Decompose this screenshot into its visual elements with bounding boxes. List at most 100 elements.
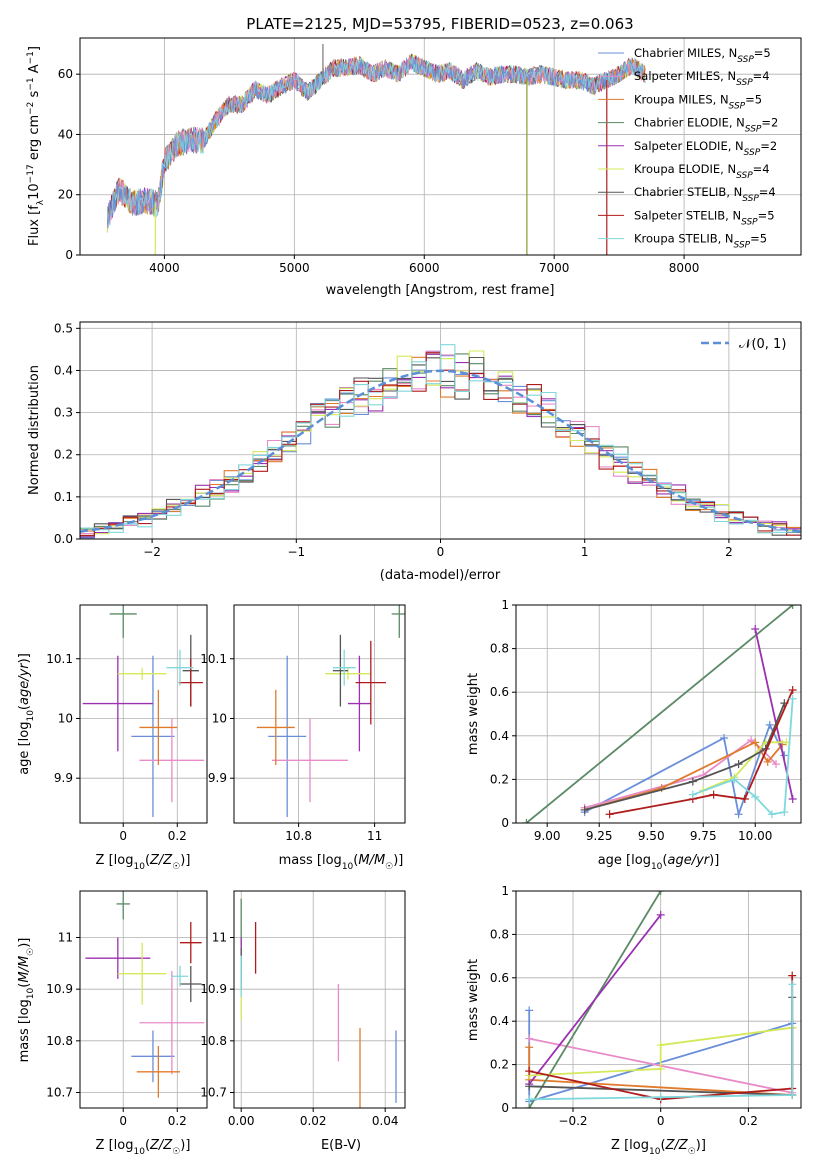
plot-area — [82, 605, 205, 818]
legend: 𝒩(0, 1) — [701, 337, 786, 352]
weight-marker — [734, 810, 743, 819]
weight-line — [702, 741, 787, 792]
y-tick-label: 10.9 — [200, 982, 227, 996]
weight-line — [692, 698, 794, 816]
y-tick-label: 0 — [501, 816, 509, 830]
x-tick-label: 2 — [725, 545, 733, 559]
grid — [234, 605, 405, 823]
y-tick-label: 9.9 — [54, 771, 73, 785]
x-tick-label: 0 — [119, 829, 127, 843]
legend-entry: 𝒩(0, 1) — [739, 337, 786, 352]
x-tick-label: 0.2 — [168, 1114, 187, 1128]
y-tick-label: 10.7 — [200, 1086, 227, 1100]
x-tick-label: 0 — [657, 1114, 665, 1128]
legend-entry: Salpeter MILES, NSSP=4 — [634, 69, 770, 88]
x-tick-label: 10.8 — [285, 829, 312, 843]
y-tick-label: 0.2 — [490, 772, 509, 786]
weight-marker — [720, 733, 729, 742]
x-tick-label: 7000 — [539, 261, 570, 275]
weight-marker — [788, 1090, 797, 1099]
weight-marker — [580, 805, 589, 814]
legend-entry: Kroupa MILES, NSSP=5 — [634, 92, 762, 111]
weight-marker — [780, 808, 789, 817]
y-tick-label: 10.1 — [46, 652, 73, 666]
x-tick-label: 11 — [367, 829, 382, 843]
x-axis-label: mass [log10(M/M☉)] — [279, 853, 404, 872]
weight-marker — [656, 1093, 665, 1102]
weight-marker — [688, 790, 697, 799]
y-tick-label: 0.8 — [490, 927, 509, 941]
y-tick-label: 0.2 — [490, 1058, 509, 1072]
y-tick-label: 0.8 — [490, 642, 509, 656]
spectrum-line — [106, 55, 646, 228]
weight-marker — [740, 795, 749, 804]
weight-marker — [525, 1082, 534, 1091]
weight-marker — [734, 760, 743, 769]
y-tick-label: 10 — [212, 711, 227, 725]
y-tick-label: 10.9 — [46, 982, 73, 996]
weight-marker — [751, 792, 760, 801]
y-tick-label: 0.0 — [54, 532, 73, 546]
weight-marker — [525, 1006, 534, 1015]
plot-area — [525, 891, 797, 1108]
y-tick-label: 0.6 — [490, 685, 509, 699]
x-tick-label: 0.02 — [300, 1114, 327, 1128]
weight-line — [528, 914, 662, 1085]
y-tick-label: 0.3 — [54, 406, 73, 420]
x-axis-label: Z [log10(Z/Z☉)] — [96, 853, 191, 872]
weight-marker — [656, 1064, 665, 1073]
y-axis-label: age [log10(age/yr)] — [17, 653, 36, 775]
y-axis-label: mass weight — [466, 959, 481, 1041]
x-tick-label: 9.50 — [638, 829, 665, 843]
plot-mass-vs-Z: 0 0.2 10.7 10.8 10.9 11 — [46, 890, 208, 1128]
y-axis-label: Normed distribution — [27, 365, 42, 495]
axes-frame — [233, 890, 406, 1109]
weight-marker — [765, 720, 774, 729]
legend-entry: Salpeter ELODIE, NSSP=2 — [634, 139, 777, 158]
chart-title: PLATE=2125, MJD=53795, FIBERID=0523, z=0… — [246, 15, 633, 33]
plot-area — [522, 605, 797, 823]
weight-line — [754, 628, 794, 800]
plot-spectrum: 4000 5000 6000 7000 8000 0 20 40 60 — [58, 37, 802, 275]
y-tick-label: 10.8 — [200, 1034, 227, 1048]
legend: Chabrier MILES, NSSP=5 Salpeter MILES, NS… — [598, 46, 778, 251]
plot-area — [85, 891, 205, 1098]
y-tick-label: 1 — [501, 884, 509, 898]
x-tick-label: 4000 — [149, 261, 180, 275]
weight-marker — [525, 1034, 534, 1043]
plot-age-vs-mass: 10.8 11 9.9 10 10.1 — [200, 604, 406, 843]
y-tick-label: 11 — [212, 931, 227, 945]
y-tick-label: 0.5 — [54, 321, 73, 335]
x-tick-label: −0.2 — [558, 1114, 587, 1128]
axes-frame — [515, 604, 802, 824]
weight-marker — [656, 910, 665, 919]
y-tick-label: 0.1 — [54, 490, 73, 504]
x-tick-label: −2 — [143, 545, 161, 559]
legend-entry: Chabrier ELODIE, NSSP=2 — [634, 116, 778, 135]
weight-marker — [656, 1041, 665, 1050]
y-tick-label: 40 — [58, 127, 73, 141]
plot-area — [80, 344, 801, 539]
x-tick-label: 5000 — [279, 261, 310, 275]
plot-area — [106, 44, 646, 255]
x-tick-label: 1 — [581, 545, 589, 559]
legend-entry: Kroupa STELIB, NSSP=5 — [634, 232, 767, 251]
y-tick-label: 0 — [501, 1101, 509, 1115]
x-tick-label: 8000 — [669, 261, 700, 275]
y-tick-label: 10.8 — [46, 1034, 73, 1048]
x-axis-label: age [log10(age/yr)] — [598, 853, 720, 872]
grid — [516, 890, 801, 1109]
weight-marker — [525, 1095, 534, 1104]
x-axis-label: Z [log10(Z/Z☉)] — [611, 1138, 706, 1157]
x-axis-label: Z [log10(Z/Z☉)] — [96, 1138, 191, 1157]
weight-marker — [788, 686, 797, 695]
legend-entry: Chabrier MILES, NSSP=5 — [634, 46, 771, 65]
y-tick-label: 11 — [58, 931, 73, 945]
histogram-step — [80, 344, 801, 534]
y-tick-label: 0.6 — [490, 971, 509, 985]
x-tick-label: 10.00 — [738, 829, 772, 843]
weight-marker — [751, 624, 760, 633]
y-tick-label: 10.7 — [46, 1086, 73, 1100]
x-tick-label: 9.75 — [690, 829, 717, 843]
x-axis-label: (data-model)/error — [380, 568, 501, 583]
